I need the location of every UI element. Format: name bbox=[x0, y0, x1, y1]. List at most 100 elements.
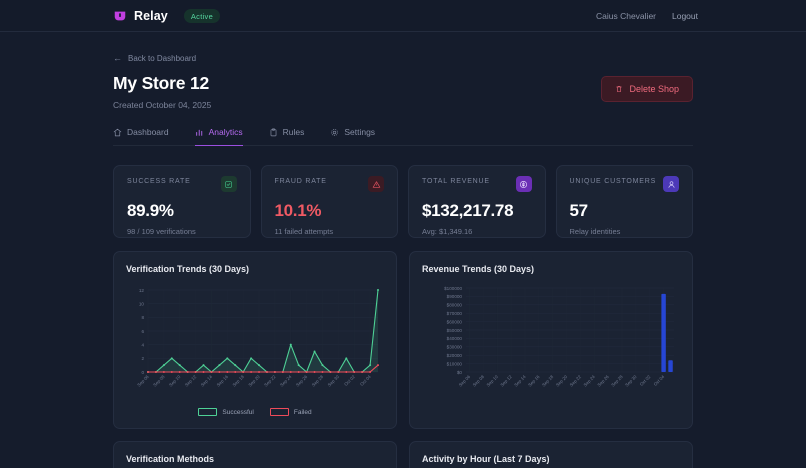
brand-name: Relay bbox=[134, 8, 168, 23]
chart-title: Verification Methods bbox=[126, 454, 215, 464]
svg-text:Sep 12: Sep 12 bbox=[499, 374, 513, 388]
svg-text:Sep 22: Sep 22 bbox=[569, 374, 583, 388]
svg-text:$60000: $60000 bbox=[447, 319, 463, 324]
legend-label-successful: Successful bbox=[222, 408, 254, 416]
svg-text:Sep 24: Sep 24 bbox=[583, 374, 597, 388]
tab-rules-label: Rules bbox=[282, 127, 305, 137]
logout-link[interactable]: Logout bbox=[672, 10, 698, 21]
back-link-label: Back to Dashboard bbox=[128, 54, 197, 63]
brand-logo-group[interactable]: Relay Active bbox=[113, 8, 221, 23]
svg-text:$70000: $70000 bbox=[447, 311, 463, 316]
svg-text:Sep 08: Sep 08 bbox=[472, 374, 486, 388]
charts-row: Verification Trends (30 Days) 0 2 4 6 8 10 12 S… bbox=[113, 251, 693, 429]
svg-text:Sep 08: Sep 08 bbox=[152, 374, 166, 388]
svg-text:Sep 10: Sep 10 bbox=[168, 374, 182, 388]
svg-text:Sep 20: Sep 20 bbox=[247, 374, 261, 388]
chart-card-revenue-trends: Revenue Trends (30 Days) $0 $10000 $20000 $… bbox=[409, 251, 693, 429]
stat-card-success-rate: SUCCESS RATE 89.9% 98 / 109 verification… bbox=[113, 165, 251, 238]
tab-dashboard-label: Dashboard bbox=[127, 127, 169, 137]
svg-text:Sep 26: Sep 26 bbox=[295, 374, 309, 388]
svg-text:Sep 12: Sep 12 bbox=[184, 374, 198, 388]
svg-text:$20000: $20000 bbox=[447, 353, 463, 358]
clipboard-icon bbox=[270, 128, 276, 136]
svg-text:Sep 10: Sep 10 bbox=[486, 374, 500, 388]
page-title: My Store 12 bbox=[113, 73, 210, 93]
svg-text:Sep 28: Sep 28 bbox=[311, 374, 325, 388]
tab-rules[interactable]: Rules bbox=[269, 127, 305, 146]
check-shield-icon bbox=[220, 176, 237, 192]
stat-card-unique-customers: UNIQUE CUSTOMERS 57 Relay identities bbox=[555, 165, 693, 238]
chart-card-verification-methods: Verification Methods bbox=[113, 441, 397, 468]
user-name: Caius Chevalier bbox=[596, 10, 656, 21]
tab-analytics[interactable]: Analytics bbox=[194, 127, 243, 146]
stat-head: TOTAL REVENUE bbox=[422, 176, 532, 192]
tab-settings-label: Settings bbox=[344, 127, 376, 137]
page-subtitle: Created October 04, 2025 bbox=[113, 100, 212, 110]
svg-text:$80000: $80000 bbox=[447, 303, 463, 308]
arrow-left-icon: ← bbox=[113, 53, 122, 63]
relay-logo-icon bbox=[114, 11, 126, 20]
legend-swatch-successful bbox=[198, 408, 218, 416]
chart-plot-area: 0 2 4 6 8 10 12 Sep 06 Sep 08 Sep 10 Sep 12 Sep 14 S… bbox=[126, 284, 384, 414]
tab-dashboard[interactable]: Dashboard bbox=[113, 127, 169, 146]
chart-title: Verification Trends (30 Days) bbox=[126, 264, 250, 274]
chart-title: Revenue Trends (30 Days) bbox=[422, 264, 535, 274]
svg-text:Oct 04: Oct 04 bbox=[653, 374, 666, 387]
svg-text:Sep 26: Sep 26 bbox=[596, 374, 610, 388]
svg-text:Sep 06: Sep 06 bbox=[458, 374, 472, 388]
top-navigation-bar: Relay Active Caius Chevalier Logout bbox=[0, 0, 806, 32]
stat-card-fraud-rate: FRAUD RATE 10.1% 11 failed attempts bbox=[260, 165, 398, 238]
trash-icon bbox=[616, 85, 623, 93]
svg-text:4: 4 bbox=[141, 342, 144, 347]
stat-head: UNIQUE CUSTOMERS bbox=[570, 176, 679, 192]
svg-text:0: 0 bbox=[141, 370, 144, 375]
svg-text:Oct 02: Oct 02 bbox=[639, 374, 652, 387]
bar-chart-icon bbox=[195, 129, 202, 136]
home-icon bbox=[113, 128, 122, 136]
svg-text:$30000: $30000 bbox=[447, 345, 463, 350]
stat-value: 89.9% bbox=[127, 201, 174, 220]
svg-text:Sep 18: Sep 18 bbox=[231, 374, 245, 388]
stat-sublabel: 11 failed attempts bbox=[274, 227, 334, 236]
revenue-trends-svg: $0 $10000 $20000 $30000 $40000 $50000 $60000 $7… bbox=[444, 286, 674, 388]
stat-sublabel: 98 / 109 verifications bbox=[127, 227, 196, 236]
svg-text:Oct 04: Oct 04 bbox=[359, 374, 372, 387]
svg-text:10: 10 bbox=[139, 301, 145, 306]
stat-value: 10.1% bbox=[274, 201, 322, 220]
svg-text:Sep 22: Sep 22 bbox=[263, 374, 277, 388]
page-title-group: My Store 12 Created October 04, 2025 bbox=[113, 73, 211, 110]
topbar-user-area: Caius Chevalier Logout bbox=[596, 11, 786, 21]
legend-item-failed: Failed bbox=[269, 408, 312, 416]
stat-card-grid: SUCCESS RATE 89.9% 98 / 109 verification… bbox=[113, 165, 693, 238]
back-to-dashboard-link[interactable]: ← Back to Dashboard bbox=[113, 53, 693, 64]
chart-card-activity-by-hour: Activity by Hour (Last 7 Days) 6 bbox=[409, 441, 693, 468]
stat-sublabel: Relay identities bbox=[569, 227, 621, 236]
svg-text:Sep 14: Sep 14 bbox=[200, 374, 214, 388]
svg-text:Sep 16: Sep 16 bbox=[527, 374, 541, 388]
svg-text:Sep 16: Sep 16 bbox=[216, 374, 230, 388]
chart-legend: Successful Failed bbox=[126, 408, 384, 416]
svg-text:Sep 14: Sep 14 bbox=[513, 374, 527, 388]
svg-text:Sep 30: Sep 30 bbox=[327, 374, 341, 388]
user-icon bbox=[663, 176, 679, 192]
svg-text:12: 12 bbox=[139, 288, 145, 293]
stat-value: $132,217.78 bbox=[422, 201, 514, 220]
stat-label: FRAUD RATE bbox=[274, 178, 327, 185]
chart-plot-area: $0 $10000 $20000 $30000 $40000 $50000 $60000 $7… bbox=[422, 284, 680, 414]
svg-text:Sep 24: Sep 24 bbox=[279, 374, 293, 388]
svg-text:$90000: $90000 bbox=[447, 294, 463, 299]
stat-head: FRAUD RATE bbox=[274, 176, 384, 192]
svg-text:Sep 20: Sep 20 bbox=[555, 374, 569, 388]
stat-sublabel: Avg: $1,349.16 bbox=[422, 227, 473, 236]
stat-card-total-revenue: TOTAL REVENUE $132,217.78 Avg: $1,349.16 bbox=[408, 165, 546, 238]
chart-title: Activity by Hour (Last 7 Days) bbox=[422, 454, 550, 464]
svg-text:$50000: $50000 bbox=[447, 328, 463, 333]
tab-settings[interactable]: Settings bbox=[330, 127, 375, 146]
gear-icon bbox=[331, 128, 339, 136]
svg-text:Oct 02: Oct 02 bbox=[343, 374, 356, 387]
svg-text:2: 2 bbox=[141, 356, 144, 361]
alert-triangle-icon bbox=[368, 176, 384, 192]
delete-shop-button[interactable]: Delete Shop bbox=[601, 76, 693, 102]
chart-card-verification-trends: Verification Trends (30 Days) 0 2 4 6 8 10 12 S… bbox=[113, 251, 397, 429]
